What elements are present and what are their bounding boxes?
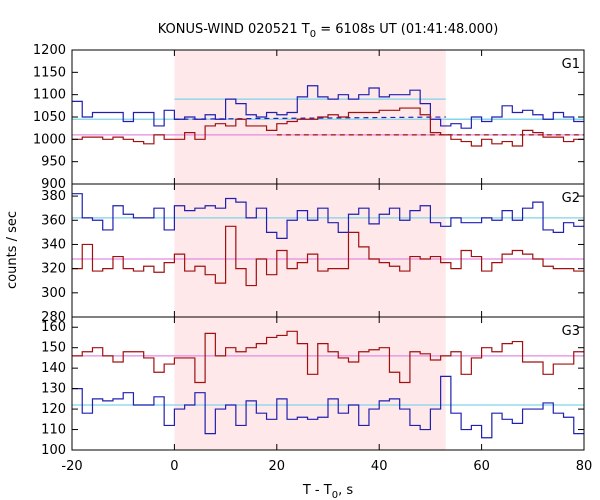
y-tick-label: 140 xyxy=(41,361,66,376)
panel-label: G1 xyxy=(562,57,580,72)
x-tick-label: 20 xyxy=(269,459,286,474)
x-tick-label: 0 xyxy=(170,459,178,474)
x-tick-label: -20 xyxy=(61,459,82,474)
shaded-interval xyxy=(174,317,446,450)
y-tick-label: 1100 xyxy=(33,88,66,103)
x-tick-label: 40 xyxy=(371,459,388,474)
series-blue xyxy=(72,85,584,129)
y-tick-label: 360 xyxy=(41,213,66,228)
panel-g1: 900 950 1000 1050 1100 1150 1200 G1 xyxy=(33,43,585,192)
panel-frame xyxy=(71,316,585,451)
y-tick-label: 300 xyxy=(41,286,66,301)
y-tick-label: 120 xyxy=(41,402,66,417)
y-tick-label: 320 xyxy=(41,262,66,277)
y-tick-label: 900 xyxy=(41,177,66,192)
y-tick-label: 1200 xyxy=(33,43,66,58)
series-red xyxy=(72,225,584,287)
y-tick-label: 380 xyxy=(41,189,66,204)
y-tick-label: 1000 xyxy=(33,132,66,147)
y-tick-label: 160 xyxy=(41,320,66,335)
x-tick-label: 60 xyxy=(473,459,490,474)
y-tick-label: 1150 xyxy=(33,65,66,80)
y-tick-label: 1050 xyxy=(33,110,66,125)
y-tick-label: 280 xyxy=(41,310,66,325)
y-tick-label: 110 xyxy=(41,423,66,438)
series-red xyxy=(72,330,584,384)
y-tick-label: 100 xyxy=(41,443,66,458)
shaded-interval xyxy=(174,184,446,317)
x-tick-label: 80 xyxy=(576,459,593,474)
panel-label: G3 xyxy=(562,324,580,339)
y-tick-label: 340 xyxy=(41,237,66,252)
y-tick-label: 950 xyxy=(41,155,66,170)
series-blue xyxy=(72,375,584,439)
y-tick-label: 130 xyxy=(41,382,66,397)
series-blue xyxy=(72,193,584,240)
panel-g2: 280 300 320 340 360 380 G2 xyxy=(41,183,585,325)
panel-label: G2 xyxy=(562,191,580,206)
chart-title: KONUS-WIND 020521 T0 = 6108s UT (01:41:4… xyxy=(158,22,499,40)
y-axis-title: counts / sec xyxy=(5,211,20,289)
y-tick-label: 150 xyxy=(41,341,66,356)
series-red xyxy=(72,107,584,147)
panel-g3: 100 110 120 130 140 150 160 G3 xyxy=(41,316,585,458)
x-axis-title: T - T0, s xyxy=(302,483,353,500)
